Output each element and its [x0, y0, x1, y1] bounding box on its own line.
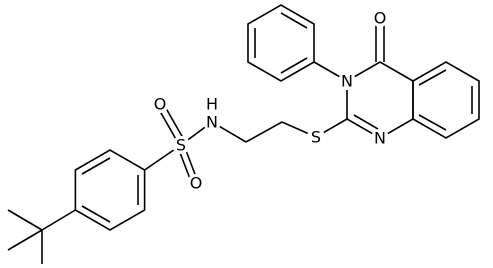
- double-bond: [353, 114, 379, 130]
- atom-labels: O O S H N S N N O: [151, 9, 389, 193]
- atom-label: N: [374, 129, 386, 148]
- label-bg: [338, 72, 356, 90]
- atom-label: H: [206, 95, 218, 114]
- benzene-ring: [74, 149, 146, 231]
- label-bg: [307, 128, 325, 146]
- benzo-ring: [412, 61, 480, 139]
- atom-label: N: [206, 113, 218, 132]
- pyrimidinone-ring: [346, 61, 414, 139]
- phenyl-ring: [247, 4, 315, 82]
- label-bg: [187, 174, 205, 192]
- atom-label: O: [374, 9, 387, 28]
- label-bg: [151, 95, 169, 113]
- label-bg: [371, 129, 389, 147]
- double-bond: [418, 114, 447, 131]
- bonds: [7, 4, 480, 264]
- atom-label: O: [154, 95, 167, 114]
- label-bg: [203, 113, 221, 131]
- atom-label: S: [176, 136, 186, 155]
- atom-label: S: [311, 128, 321, 147]
- double-bond: [81, 205, 111, 223]
- atom-label: N: [341, 72, 353, 91]
- bond: [41, 209, 76, 231]
- bond: [245, 121, 283, 143]
- bond: [7, 209, 43, 231]
- label-bg: [371, 9, 389, 27]
- double-bond: [81, 157, 111, 175]
- double-bond: [280, 57, 308, 74]
- label-bg: [172, 136, 190, 154]
- double-bond: [418, 69, 447, 86]
- double-bond: [280, 12, 308, 29]
- bond: [7, 229, 43, 251]
- atom-label: O: [190, 174, 203, 193]
